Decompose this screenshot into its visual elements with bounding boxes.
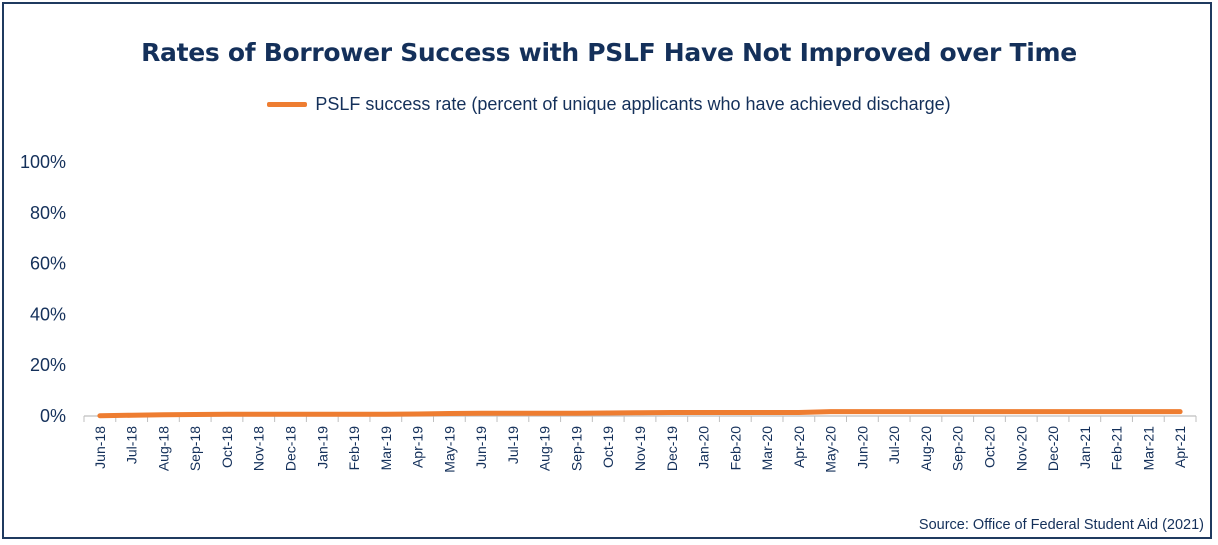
x-tick-label: Jul-20 <box>886 426 902 464</box>
y-axis: 0% 20% 40% 60% 80% 100% <box>20 152 66 426</box>
x-tick-label: Sep-19 <box>568 426 584 471</box>
y-tick-label: 20% <box>30 355 66 375</box>
chart-title: Rates of Borrower Success with PSLF Have… <box>141 38 1077 67</box>
y-tick-label: 40% <box>30 304 66 324</box>
chart-frame <box>2 2 1212 539</box>
x-tick-label: Nov-18 <box>251 426 267 471</box>
chart-legend: PSLF success rate (percent of unique app… <box>0 94 1218 115</box>
x-tick-label: Nov-20 <box>1013 426 1029 471</box>
x-tick-label: Jul-18 <box>124 426 140 464</box>
x-tick-label: Aug-18 <box>155 426 171 471</box>
x-tick-label: Mar-19 <box>378 426 394 471</box>
x-tick-label: Jun-19 <box>473 426 489 469</box>
y-tick-label: 0% <box>40 406 66 426</box>
x-tick-label: Apr-20 <box>791 426 807 468</box>
y-tick-label: 60% <box>30 254 66 274</box>
x-axis: Jun-18 Jul-18 Aug-18 Sep-18 Oct-18 Nov-18 Dec-… <box>83 416 1197 473</box>
x-tick-label: Jun-20 <box>854 426 870 469</box>
x-tick-label: Oct-18 <box>219 426 235 468</box>
legend-label: PSLF success rate (percent of unique app… <box>315 94 951 114</box>
x-tick-label: Sep-18 <box>187 426 203 471</box>
x-tick-label: Mar-20 <box>759 426 775 471</box>
x-tick-label: Dec-20 <box>1045 426 1061 471</box>
x-tick-label: Aug-20 <box>918 426 934 471</box>
legend-swatch <box>267 102 308 107</box>
x-tick-label: Apr-19 <box>410 426 426 468</box>
x-tick-label: Jan-20 <box>696 426 712 469</box>
x-tick-label: Jul-19 <box>505 426 521 464</box>
x-tick-label: Jun-18 <box>92 426 108 469</box>
x-tick-label: Feb-19 <box>346 426 362 471</box>
x-tick-label: Dec-18 <box>283 426 299 471</box>
y-tick-label: 80% <box>30 203 66 223</box>
x-tick-label: Jan-19 <box>314 426 330 469</box>
x-tick-label: Mar-21 <box>1140 426 1156 471</box>
y-tick-label: 100% <box>20 152 66 172</box>
source-note: Source: Office of Federal Student Aid (2… <box>918 517 1204 533</box>
x-tick-label: Aug-19 <box>537 426 553 471</box>
x-tick-label: Sep-20 <box>950 426 966 471</box>
x-tick-label: Apr-21 <box>1172 426 1188 468</box>
x-tick-label: Oct-20 <box>981 426 997 468</box>
x-tick-label: Jan-21 <box>1077 426 1093 469</box>
x-tick-label: Oct-19 <box>600 426 616 468</box>
series-line <box>97 409 1183 419</box>
x-tick-label: May-20 <box>823 426 839 473</box>
x-tick-label: May-19 <box>441 426 457 473</box>
x-tick-label: Feb-20 <box>727 426 743 471</box>
x-tick-label: Feb-21 <box>1109 426 1125 471</box>
x-tick-label: Nov-19 <box>632 426 648 471</box>
x-tick-label: Dec-19 <box>664 426 680 471</box>
